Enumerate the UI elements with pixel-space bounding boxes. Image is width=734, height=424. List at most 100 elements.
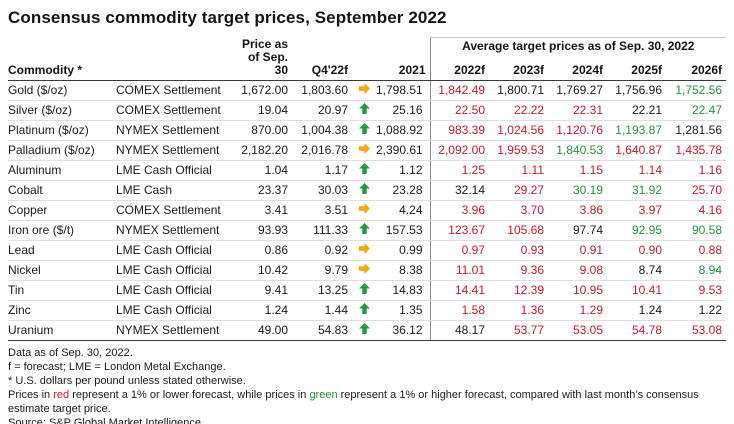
cell-2023f: 22.22: [489, 100, 548, 121]
cell-q4-forecast: 1.17: [292, 160, 352, 181]
cell-2022f: 983.39: [429, 120, 489, 141]
trend-cell: [352, 140, 376, 161]
cell-2025f: 92.95: [607, 220, 666, 241]
table-row-nickel: Nickel LME Cash Official 10.42 9.79 8.38…: [8, 260, 727, 281]
cell-2023f: 1,800.71: [489, 80, 548, 101]
cell-q4-forecast: 111.33: [292, 220, 352, 241]
trend-cell: [352, 100, 376, 121]
cell-2021: 14.83: [376, 280, 430, 301]
footnote-abbreviations: f = forecast; LME = London Metal Exchang…: [8, 360, 226, 373]
cell-settlement: NYMEX Settlement: [114, 120, 236, 141]
cell-2023f: 12.39: [489, 280, 548, 301]
cell-settlement: COMEX Settlement: [114, 100, 236, 121]
cell-2023f: 9.36: [489, 260, 548, 281]
cell-2026f: 25.70: [666, 180, 727, 201]
trend-cell: [352, 280, 376, 301]
cell-q4-forecast: 9.79: [292, 260, 352, 281]
cell-2024f: 22.31: [548, 100, 607, 121]
green-up-arrow-icon: [358, 163, 370, 174]
table-row-gold: Gold ($/oz) COMEX Settlement 1,672.00 1,…: [8, 80, 727, 101]
cell-commodity: Platinum ($/oz): [8, 120, 114, 141]
amber-right-arrow-icon: [358, 243, 370, 254]
green-up-arrow-icon: [358, 323, 370, 334]
cell-2025f: 3.97: [607, 200, 666, 221]
cell-2022f: 1.58: [429, 300, 489, 321]
cell-settlement: COMEX Settlement: [114, 200, 236, 221]
cell-2025f: 1,756.96: [607, 80, 666, 101]
cell-settlement: LME Cash Official: [114, 280, 236, 301]
legend-text: Prices in: [8, 388, 54, 401]
legend-text: represent a 1% or higher forecast, compa…: [8, 388, 699, 415]
footnote-data-as-of: Data as of Sep. 30, 2022.: [8, 346, 133, 359]
cell-2026f: 1,435.78: [666, 140, 727, 161]
table-row-lead: Lead LME Cash Official 0.86 0.92 0.99 0.…: [8, 240, 727, 261]
cell-settlement: COMEX Settlement: [114, 80, 236, 101]
header-2021: 2021: [376, 37, 430, 81]
green-up-arrow-icon: [358, 183, 370, 194]
header-2024f: 2024f: [548, 53, 607, 81]
cell-q4-forecast: 2,016.78: [292, 140, 352, 161]
cell-2026f: 22.47: [666, 100, 727, 121]
cell-2022f: 2,092.00: [429, 140, 489, 161]
amber-right-arrow-icon: [358, 143, 370, 154]
cell-2024f: 1.15: [548, 160, 607, 181]
trend-cell: [352, 300, 376, 321]
table-row-cobalt: Cobalt LME Cash 23.37 30.03 23.28 32.14 …: [8, 180, 727, 201]
trend-cell: [352, 160, 376, 181]
cell-2021: 0.99: [376, 240, 430, 261]
cell-2026f: 9.53: [666, 280, 727, 301]
cell-commodity: Silver ($/oz): [8, 100, 114, 121]
year-header-row: 2022f 2023f 2024f 2025f 2026f: [8, 53, 727, 81]
cell-commodity: Uranium: [8, 320, 114, 341]
cell-2025f: 1,193.87: [607, 120, 666, 141]
cell-2024f: 10.95: [548, 280, 607, 301]
green-up-arrow-icon: [358, 303, 370, 314]
header-settlement-spacer: [114, 37, 236, 81]
cell-2024f: 1,120.76: [548, 120, 607, 141]
cell-price-sep30: 3.41: [236, 200, 292, 221]
cell-settlement: LME Cash Official: [114, 160, 236, 181]
cell-2023f: 1.36: [489, 300, 548, 321]
table-row-silver: Silver ($/oz) COMEX Settlement 19.04 20.…: [8, 100, 727, 121]
cell-2026f: 1.16: [666, 160, 727, 181]
cell-commodity: Iron ore ($/t): [8, 220, 114, 241]
cell-2021: 1.12: [376, 160, 430, 181]
cell-commodity: Palladium ($/oz): [8, 140, 114, 161]
cell-q4-forecast: 1.44: [292, 300, 352, 321]
cell-2021: 157.53: [376, 220, 430, 241]
cell-2022f: 22.50: [429, 100, 489, 121]
cell-2024f: 1,769.27: [548, 80, 607, 101]
cell-commodity: Lead: [8, 240, 114, 261]
green-up-arrow-icon: [358, 223, 370, 234]
header-trend-spacer: [352, 37, 376, 81]
cell-q4-forecast: 0.92: [292, 240, 352, 261]
cell-2021: 36.12: [376, 320, 430, 341]
cell-2026f: 90.58: [666, 220, 727, 241]
cell-2022f: 48.17: [429, 320, 489, 341]
cell-2026f: 1,281.56: [666, 120, 727, 141]
cell-commodity: Tin: [8, 280, 114, 301]
cell-2024f: 97.74: [548, 220, 607, 241]
cell-q4-forecast: 3.51: [292, 200, 352, 221]
cell-2025f: 31.92: [607, 180, 666, 201]
cell-q4-forecast: 20.97: [292, 100, 352, 121]
cell-2023f: 0.93: [489, 240, 548, 261]
cell-q4-forecast: 13.25: [292, 280, 352, 301]
cell-price-sep30: 19.04: [236, 100, 292, 121]
green-up-arrow-icon: [358, 123, 370, 134]
table-row-copper: Copper COMEX Settlement 3.41 3.51 4.24 3…: [8, 200, 727, 221]
table-body: Gold ($/oz) COMEX Settlement 1,672.00 1,…: [8, 80, 727, 341]
cell-commodity: Cobalt: [8, 180, 114, 201]
footnotes: Data as of Sep. 30, 2022. f = forecast; …: [8, 346, 726, 424]
cell-2022f: 3.96: [429, 200, 489, 221]
cell-q4-forecast: 1,004.38: [292, 120, 352, 141]
trend-cell: [352, 200, 376, 221]
cell-settlement: LME Cash Official: [114, 300, 236, 321]
cell-2025f: 22.21: [607, 100, 666, 121]
cell-2026f: 4.16: [666, 200, 727, 221]
trend-cell: [352, 220, 376, 241]
table-row-zinc: Zinc LME Cash Official 1.24 1.44 1.35 1.…: [8, 300, 727, 321]
cell-2026f: 8.94: [666, 260, 727, 281]
cell-2023f: 29.27: [489, 180, 548, 201]
